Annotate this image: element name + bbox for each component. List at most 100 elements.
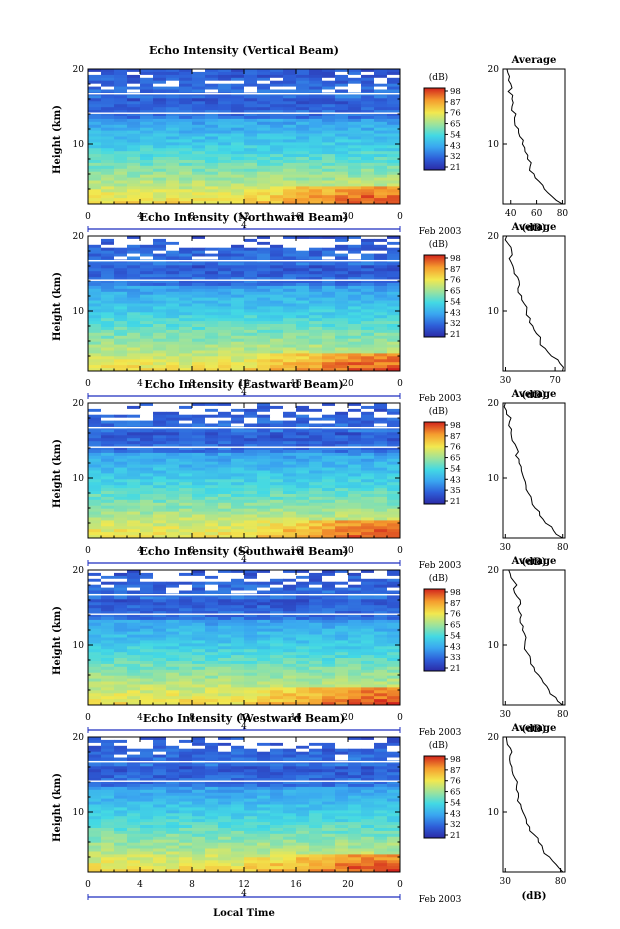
heatmap-cell bbox=[231, 631, 245, 635]
heatmap-cell bbox=[270, 696, 284, 700]
heatmap-cell bbox=[387, 696, 401, 700]
heatmap-cell bbox=[322, 148, 336, 152]
heatmap-cell bbox=[322, 666, 336, 671]
heatmap-cell bbox=[140, 324, 154, 328]
heatmap-cell bbox=[140, 619, 154, 624]
heatmap-cell bbox=[257, 198, 271, 202]
heatmap-cell bbox=[205, 353, 219, 357]
heatmap-cell bbox=[270, 678, 284, 682]
heatmap-cell bbox=[244, 71, 258, 76]
heatmap-cell bbox=[244, 669, 258, 674]
heatmap-cell bbox=[244, 622, 258, 627]
heatmap-cell bbox=[114, 599, 128, 603]
heatmap-cell bbox=[88, 186, 102, 190]
heatmap-cell bbox=[309, 353, 323, 357]
heatmap-cell bbox=[179, 341, 193, 345]
heatmap-cell bbox=[88, 321, 102, 325]
heatmap-cell bbox=[296, 429, 310, 433]
heatmap-cell bbox=[257, 306, 271, 310]
heatmap-cell bbox=[387, 435, 401, 439]
heatmap-cell bbox=[374, 617, 388, 621]
heatmap-cell bbox=[387, 116, 401, 120]
heatmap-cell bbox=[257, 201, 271, 205]
colorbar bbox=[423, 588, 446, 672]
heatmap-cell bbox=[296, 403, 310, 407]
heatmap-cell bbox=[88, 479, 102, 483]
heatmap-cell bbox=[114, 405, 128, 410]
heatmap-cell bbox=[296, 274, 310, 278]
heatmap-cell bbox=[244, 98, 258, 102]
heatmap-cell bbox=[387, 83, 401, 87]
heatmap-cell bbox=[88, 494, 102, 498]
heatmap-cell bbox=[231, 174, 245, 178]
colorbar-tick-label: 98 bbox=[450, 421, 461, 431]
heatmap-cell bbox=[179, 186, 193, 190]
heatmap-cell bbox=[361, 622, 375, 627]
heatmap-cell bbox=[101, 423, 115, 427]
heatmap-cell bbox=[179, 535, 193, 539]
heatmap-cell bbox=[361, 262, 375, 266]
heatmap-cell bbox=[296, 661, 310, 665]
heatmap-cell bbox=[101, 312, 115, 316]
heatmap-cell bbox=[192, 508, 206, 512]
heatmap-cell bbox=[88, 318, 102, 322]
heatmap-cell bbox=[88, 300, 102, 304]
heatmap-cell bbox=[166, 247, 180, 251]
heatmap-cell bbox=[153, 617, 167, 621]
heatmap-cell bbox=[270, 655, 284, 659]
heatmap-cell bbox=[270, 652, 284, 656]
heatmap-cell bbox=[361, 643, 375, 647]
heatmap-cell bbox=[101, 321, 115, 325]
heatmap-cell bbox=[153, 297, 167, 301]
heatmap-cell bbox=[361, 177, 375, 181]
heatmap-cell bbox=[387, 414, 401, 418]
heatmap-cell bbox=[218, 285, 232, 290]
heatmap-cell bbox=[322, 300, 336, 304]
heatmap-cell bbox=[88, 429, 102, 433]
heatmap-cell bbox=[179, 666, 193, 671]
heatmap-cell bbox=[166, 496, 180, 501]
heatmap-cell bbox=[361, 690, 375, 694]
heatmap-cell bbox=[309, 532, 323, 536]
heatmap-cell bbox=[348, 476, 362, 480]
heatmap-cell bbox=[179, 139, 193, 143]
heatmap-cell bbox=[335, 441, 349, 445]
heatmap-cell bbox=[296, 476, 310, 480]
heatmap-cell bbox=[205, 608, 219, 612]
heatmap-cell bbox=[270, 526, 284, 530]
heatmap-cell bbox=[387, 742, 401, 747]
heatmap-cell bbox=[166, 631, 180, 635]
heatmap-cell bbox=[335, 327, 349, 331]
heatmap-cell bbox=[192, 702, 206, 706]
heatmap-cell bbox=[127, 71, 141, 76]
heatmap-cell bbox=[101, 256, 115, 260]
heatmap-cell bbox=[270, 312, 284, 316]
heatmap-cell bbox=[179, 362, 193, 366]
heatmap-cell bbox=[140, 581, 154, 585]
heatmap-cell bbox=[283, 578, 297, 583]
heatmap-cell bbox=[88, 280, 102, 284]
heatmap-cell bbox=[309, 189, 323, 193]
heatmap-cell bbox=[374, 294, 388, 298]
heatmap-cell bbox=[205, 575, 219, 580]
heatmap-cell bbox=[192, 127, 206, 131]
heatmap-cell bbox=[218, 86, 232, 90]
heatmap-cell bbox=[140, 634, 154, 638]
heatmap-cell bbox=[309, 441, 323, 445]
heatmap-cell bbox=[153, 315, 167, 319]
heatmap-cell bbox=[140, 605, 154, 609]
heatmap-cell bbox=[231, 690, 245, 694]
heatmap-cell bbox=[361, 139, 375, 143]
heatmap-cell bbox=[322, 464, 336, 468]
average-unit-label: (dB) bbox=[522, 557, 547, 568]
heatmap-cell bbox=[244, 121, 258, 126]
heatmap-cell bbox=[387, 575, 401, 580]
heatmap-cell bbox=[387, 142, 401, 146]
heatmap-cell bbox=[296, 165, 310, 170]
heatmap-cell bbox=[322, 696, 336, 700]
heatmap-cell bbox=[296, 368, 310, 372]
heatmap-cell bbox=[361, 634, 375, 638]
heatmap-cell bbox=[387, 139, 401, 143]
heatmap-cell bbox=[296, 423, 310, 427]
heatmap-cell bbox=[88, 347, 102, 351]
